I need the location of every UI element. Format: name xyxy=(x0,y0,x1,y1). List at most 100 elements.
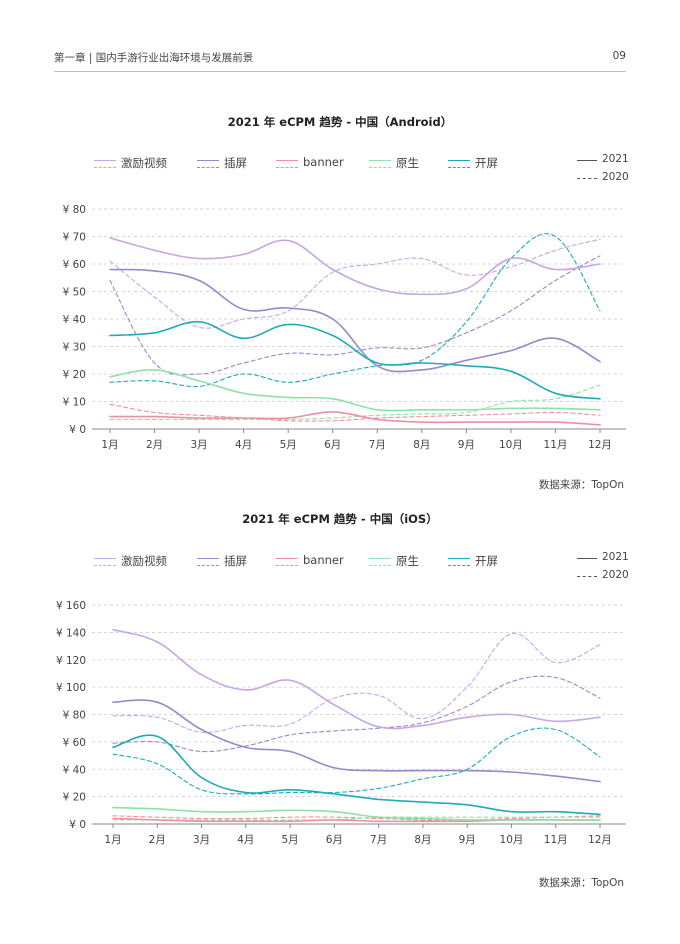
chart1-y-tick-label: ¥ 50 xyxy=(63,287,86,299)
chart2-x-tick-label: 10月 xyxy=(500,834,524,846)
chart1-legend-label-4: 开屏 xyxy=(475,156,498,170)
chart1-x-tick-label: 6月 xyxy=(324,439,341,451)
chart2-y-tick-label: ¥ 80 xyxy=(63,710,86,722)
chart2-series-line xyxy=(112,699,601,783)
chart2-title: 2021 年 eCPM 趋势 - 中国（iOS） xyxy=(242,512,438,526)
chart1-x-tick-label: 8月 xyxy=(413,439,430,451)
chart2-series-line xyxy=(112,632,601,734)
chart2-y-tick-label: ¥ 20 xyxy=(63,792,86,804)
chart1-legend-swatch-4 xyxy=(448,160,470,168)
page-number: 09 xyxy=(612,50,626,62)
chart1-x-tick-label: 7月 xyxy=(369,439,386,451)
chart2-legend-label-1: 插屏 xyxy=(224,554,247,568)
chart2-legend-swatch-1 xyxy=(197,558,219,566)
chart2-x-tick-label: 1月 xyxy=(104,834,121,846)
chart1-y-tick-label: ¥ 0 xyxy=(69,424,86,436)
chart2-series-line xyxy=(112,734,601,816)
chart2-legend-label-4: 开屏 xyxy=(475,554,498,568)
chart1-y-tick-label: ¥ 10 xyxy=(63,397,86,409)
chart2-series-line xyxy=(112,628,601,730)
chart2-series-line xyxy=(112,815,601,821)
chart1-x-tick-label: 5月 xyxy=(280,439,297,451)
ios-ecpm-chart: 2021 年 eCPM 趋势 - 中国（iOS） 激励视频 插屏 banner 原生 开屏… xyxy=(0,505,680,900)
chart2-legend-label-3: 原生 xyxy=(396,554,419,568)
chart1-legend-swatch-1 xyxy=(197,160,219,168)
chart1-legend-label-0: 激励视频 xyxy=(121,156,167,170)
chart1-year-label-solid: 2021 xyxy=(602,153,629,165)
chart1-source-note: 数据来源：TopOn xyxy=(538,479,624,491)
chart2-x-tick-label: 12月 xyxy=(588,834,612,846)
chart1-legend-swatch-2 xyxy=(276,160,298,168)
chart1-year-swatch-solid xyxy=(577,160,597,161)
chart1-series-line xyxy=(109,268,601,373)
chart1-plot: ¥ 0 ¥ 10 ¥ 20 ¥ 30 ¥ 40 ¥ 50 ¥ 60 ¥ 70 ¥ 80 1月 2月 3… xyxy=(63,204,626,451)
chart1-series-line xyxy=(109,320,601,400)
chart1-series-line xyxy=(109,237,601,296)
chart1-legend-swatch-0 xyxy=(94,160,116,168)
chart1-title: 2021 年 eCPM 趋势 - 中国（Android） xyxy=(227,115,453,129)
chart2-year-label-solid: 2021 xyxy=(602,551,629,563)
chart2-y-tick-label: ¥ 100 xyxy=(56,682,86,694)
chart1-y-tick-label: ¥ 70 xyxy=(63,232,86,244)
chart2-source-note: 数据来源：TopOn xyxy=(538,877,624,889)
chart1-y-tick-label: ¥ 20 xyxy=(63,369,86,381)
chart2-series-line xyxy=(112,727,601,795)
chart1-legend-swatch-3 xyxy=(369,160,391,168)
chart2-y-tick-label: ¥ 40 xyxy=(63,764,86,776)
chart1-legend-label-2: banner xyxy=(303,155,344,169)
chart1-x-tick-label: 10月 xyxy=(499,439,523,451)
chart2-x-tick-label: 6月 xyxy=(326,834,343,846)
chart1-x-tick-label: 1月 xyxy=(101,439,118,451)
chart2-y-tick-label: ¥ 140 xyxy=(56,627,86,639)
chart2-year-swatch-dashed xyxy=(577,576,597,577)
chart2-legend-swatch-4 xyxy=(448,558,470,566)
chart2-series-line xyxy=(112,675,601,753)
chart1-x-tick-label: 4月 xyxy=(235,439,252,451)
chart2-x-tick-label: 8月 xyxy=(414,834,431,846)
chart2-x-tick-label: 11月 xyxy=(544,834,568,846)
chart1-series-line xyxy=(109,384,601,421)
chart2-x-tick-label: 3月 xyxy=(193,834,210,846)
chart1-x-tick-label: 9月 xyxy=(458,439,475,451)
chart2-x-tick-label: 4月 xyxy=(237,834,254,846)
chart1-x-tick-label: 3月 xyxy=(190,439,207,451)
chart2-legend-swatch-0 xyxy=(94,558,116,566)
chart2-y-tick-label: ¥ 0 xyxy=(69,819,86,831)
header-divider xyxy=(54,71,626,72)
chart1-x-tick-label: 12月 xyxy=(588,439,612,451)
chart1-series-line xyxy=(109,411,601,426)
chart2-year-label-dashed: 2020 xyxy=(602,569,629,581)
chart2-legend-swatch-3 xyxy=(369,558,391,566)
chart2-x-tick-label: 7月 xyxy=(370,834,387,846)
chart2-legend-label-0: 激励视频 xyxy=(121,554,167,568)
chart1-x-tick-label: 11月 xyxy=(544,439,568,451)
chart2-y-tick-label: ¥ 160 xyxy=(56,600,86,612)
chart2-series-line xyxy=(112,816,601,821)
chart2-series-line xyxy=(112,806,601,821)
chart2-y-tick-label: ¥ 60 xyxy=(63,737,86,749)
chart1-series-line xyxy=(109,255,601,376)
chart1-x-tick-label: 2月 xyxy=(146,439,163,451)
chart1-series-line xyxy=(109,233,601,388)
chart1-legend-label-1: 插屏 xyxy=(224,156,247,170)
chart2-plot: ¥ 0 ¥ 20 ¥ 40 ¥ 60 ¥ 80 ¥ 100 ¥ 120 ¥ 140 ¥ 160 1… xyxy=(56,600,626,846)
chart2-legend-swatch-2 xyxy=(276,558,298,566)
chart2-y-tick-label: ¥ 120 xyxy=(56,655,86,667)
chart1-legend-label-3: 原生 xyxy=(396,156,419,170)
chart2-year-swatch-solid xyxy=(577,558,597,559)
chart2-x-tick-label: 5月 xyxy=(281,834,298,846)
chart1-y-tick-label: ¥ 80 xyxy=(63,204,86,216)
chart1-series-line xyxy=(109,238,601,329)
android-ecpm-chart: 2021 年 eCPM 趋势 - 中国（Android） 激励视频 插屏 banner… xyxy=(0,108,680,498)
chart1-year-swatch-dashed xyxy=(577,178,597,179)
chart1-y-tick-label: ¥ 60 xyxy=(63,259,86,271)
chart2-legend-label-2: banner xyxy=(303,553,344,567)
chart2-x-tick-label: 9月 xyxy=(459,834,476,846)
chart1-y-tick-label: ¥ 30 xyxy=(63,342,86,354)
chart1-series-line xyxy=(109,403,601,422)
header-chapter-title: 第一章 | 国内手游行业出海环境与发展前景 xyxy=(54,52,254,64)
chart2-x-tick-label: 2月 xyxy=(149,834,166,846)
chart1-year-label-dashed: 2020 xyxy=(602,171,629,183)
chart1-y-tick-label: ¥ 40 xyxy=(63,314,86,326)
chart1-series-line xyxy=(109,369,601,412)
